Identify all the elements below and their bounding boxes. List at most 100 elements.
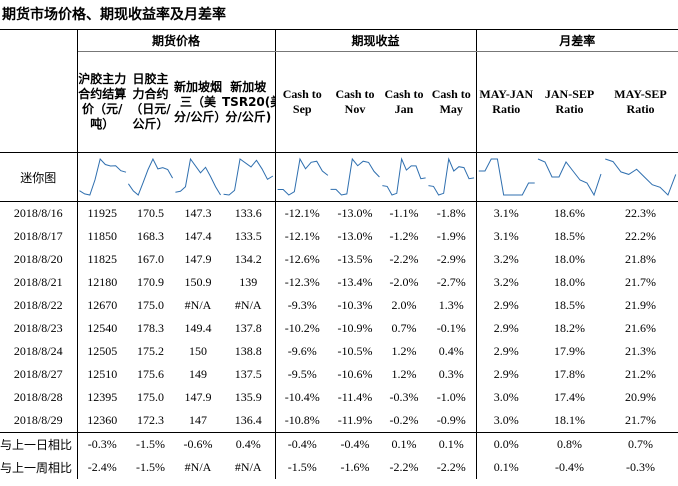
row-date: 2018/8/17: [0, 225, 78, 248]
table-cell: 11850: [87, 229, 118, 243]
sparkline-cell: [127, 152, 174, 202]
sparkline-cell: [222, 152, 276, 202]
table-cell: -13.0%: [337, 229, 373, 243]
table-cell: 17.9%: [554, 344, 586, 358]
table-cell: 11925: [87, 206, 118, 220]
table-cell: 147: [189, 413, 207, 427]
sparkline-cell: [77, 152, 128, 202]
table-cell: #N/A: [222, 294, 276, 317]
table-cell: 11825: [87, 252, 118, 266]
table-cell: 175.0: [137, 390, 164, 404]
table-row: 2018/8/27 12510 175.6 149 137.5 -9.5% -10.6% 1.…: [0, 363, 678, 386]
col-header-jan-sep: JAN-SEP Ratio: [536, 51, 604, 153]
sparkline-line: [538, 159, 601, 195]
table-cell: 12180: [87, 275, 118, 289]
table-cell: -12.3%: [284, 275, 320, 289]
table-cell: 1.2%: [391, 367, 417, 381]
table-cell: -0.3%: [389, 390, 419, 404]
table-cell: 1.2%: [391, 344, 417, 358]
col-header-cash-nov: Cash to Nov: [329, 51, 382, 153]
table-cell: -2.2%: [389, 252, 419, 266]
table-cell: 135.9: [222, 386, 276, 409]
sparkline-cell: [536, 152, 604, 202]
summary-label: 与上一周相比: [0, 456, 78, 479]
table-cell: 2.9%: [493, 367, 519, 381]
table-cell: 3.0%: [493, 413, 519, 427]
table-cell: -12.6%: [284, 252, 320, 266]
sparkline-cell: [427, 152, 477, 202]
table-cell: 12505: [87, 344, 118, 358]
table-cell: 137.5: [222, 363, 276, 386]
table-cell: 3.2%: [493, 275, 519, 289]
table-cell: 0.7%: [391, 321, 417, 335]
sparkline-line: [224, 159, 273, 195]
sparkline: [536, 153, 603, 201]
table-cell: 2.9%: [493, 298, 519, 312]
table-cell: 18.0%: [554, 252, 586, 266]
sparkline-line: [277, 159, 327, 195]
sparkline-line: [175, 159, 220, 195]
date-header: [0, 51, 78, 153]
summary-cell: -0.6%: [174, 432, 222, 456]
sparkline-line: [428, 159, 474, 195]
sparkline: [381, 153, 427, 201]
sparkline: [78, 153, 128, 201]
sparkline-cell: [275, 152, 330, 202]
table-cell: 2.0%: [391, 298, 417, 312]
summary-cell: #N/A: [222, 456, 276, 479]
table-cell: 18.6%: [554, 206, 586, 220]
summary-row: 与上一周相比 -2.4% -1.5% #N/A #N/A -1.5% -1.6% -2.2% -…: [0, 456, 678, 479]
table-cell: -11.4%: [337, 390, 373, 404]
table-cell: 175.6: [137, 367, 164, 381]
table-cell: 22.3%: [625, 206, 657, 220]
table-cell: -13.4%: [337, 275, 373, 289]
table-cell: 12510: [87, 367, 118, 381]
table-cell: 170.5: [137, 206, 164, 220]
table-cell: -9.6%: [287, 344, 317, 358]
table-cell: 138.8: [222, 340, 276, 363]
sparkline-line: [128, 159, 172, 195]
table-cell: 0.3%: [427, 363, 477, 386]
table-cell: -2.7%: [427, 271, 477, 294]
table-cell: 22.2%: [625, 229, 657, 243]
table-row: 2018/8/21 12180 170.9 150.9 139 -12.3% -13.4% -…: [0, 271, 678, 294]
summary-cell: -0.4%: [555, 460, 585, 474]
table-row: 2018/8/29 12360 172.3 147 136.4 -10.8% -11.9% -…: [0, 409, 678, 433]
summary-cell: 0.1%: [427, 432, 477, 456]
summary-cell: -1.5%: [287, 460, 317, 474]
table-cell: -12.1%: [284, 229, 320, 243]
summary-cell: 0.1%: [381, 432, 428, 456]
col-header-shfe: 沪胶主力合约结算价（元/吨）: [77, 51, 127, 153]
table-cell: 150.9: [184, 275, 212, 289]
table-cell: -1.1%: [389, 206, 419, 220]
table-cell: 137.8: [222, 317, 276, 340]
table-cell: 3.1%: [493, 206, 519, 220]
table-cell: 18.0%: [554, 275, 586, 289]
summary-row: 与上一日相比 -0.3% -1.5% -0.6% 0.4% -0.4% -0.4% 0.1% 0…: [0, 432, 678, 456]
sparkline-cell: [174, 152, 222, 202]
sparkline: [329, 153, 381, 201]
row-date: 2018/8/29: [0, 409, 78, 433]
table-cell: -0.2%: [389, 413, 419, 427]
table-cell: 3.0%: [493, 390, 519, 404]
sparkline-cell: [381, 152, 428, 202]
col-header-cash-sep: Cash to Sep: [275, 51, 330, 153]
table-cell: 3.1%: [493, 229, 519, 243]
table-cell: 175.0: [137, 298, 164, 312]
table-cell: 147.9: [184, 252, 212, 266]
table-cell: 136.4: [222, 409, 276, 433]
table-cell: 172.3: [137, 413, 164, 427]
table-cell: 18.5%: [554, 229, 586, 243]
table-cell: 21.9%: [625, 298, 657, 312]
table-cell: -2.0%: [389, 275, 419, 289]
table-cell: -1.9%: [427, 225, 477, 248]
table-cell: 139: [222, 271, 276, 294]
table-cell: 1.3%: [427, 294, 477, 317]
table-cell: -10.9%: [337, 321, 373, 335]
table-cell: 18.1%: [554, 413, 586, 427]
summary-cell: -2.2%: [389, 460, 419, 474]
col-header-cash-may: Cash to May: [427, 51, 477, 153]
table-cell: 12540: [87, 321, 118, 335]
sparkline-cell: [476, 152, 537, 202]
table-row: 2018/8/16 11925 170.5 147.3 133.6 -12.1% -13.0…: [0, 201, 678, 225]
